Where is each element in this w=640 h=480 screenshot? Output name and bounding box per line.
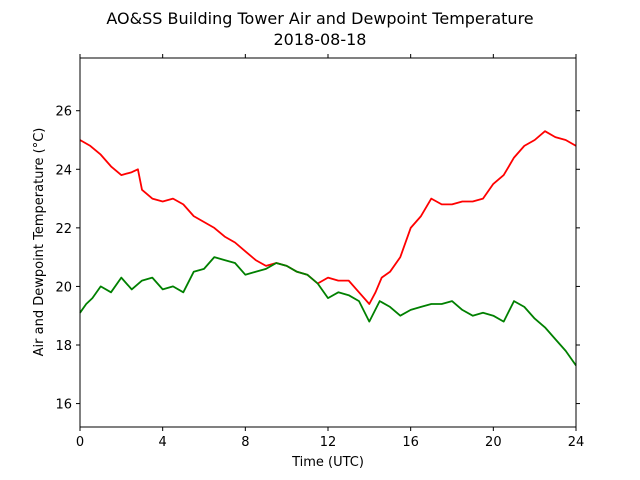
x-tick-label: 4 xyxy=(159,435,167,450)
x-tick-label: 24 xyxy=(568,435,585,450)
y-tick-label: 26 xyxy=(55,105,72,120)
x-tick-label: 16 xyxy=(402,435,419,450)
y-tick-label: 18 xyxy=(55,339,72,354)
x-tick-label: 20 xyxy=(485,435,502,450)
series-line-0 xyxy=(79,130,577,305)
x-axis-label: Time (UTC) xyxy=(291,455,364,470)
chart-subtitle: 2018-08-18 xyxy=(274,30,367,49)
x-tick-label: 0 xyxy=(76,435,84,450)
series-layer xyxy=(79,130,577,367)
x-tick-label: 12 xyxy=(320,435,337,450)
y-tick-label: 16 xyxy=(55,398,72,413)
plot-frame xyxy=(79,57,577,428)
y-tick-label: 22 xyxy=(55,222,72,237)
y-tick-label: 24 xyxy=(55,163,72,178)
y-axis: 16 18 20 22 24 26 xyxy=(55,105,580,413)
y-axis-label: Air and Dewpoint Temperature (°C) xyxy=(32,128,47,357)
chart-title: AO&SS Building Tower Air and Dewpoint Te… xyxy=(106,9,533,28)
y-tick-label: 20 xyxy=(55,280,72,295)
series-line-1 xyxy=(79,256,577,367)
x-axis: 0 4 8 12 16 20 24 xyxy=(76,54,584,450)
x-tick-label: 8 xyxy=(241,435,249,450)
